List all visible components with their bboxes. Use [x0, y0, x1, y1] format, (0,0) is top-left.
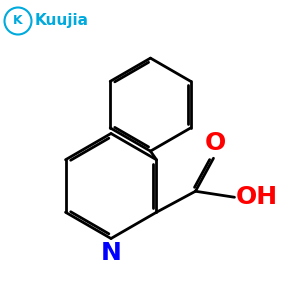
- Text: O: O: [204, 131, 226, 155]
- Text: Kuujia: Kuujia: [34, 14, 88, 28]
- Text: K: K: [13, 14, 23, 28]
- Text: OH: OH: [236, 185, 278, 209]
- Text: N: N: [100, 242, 122, 266]
